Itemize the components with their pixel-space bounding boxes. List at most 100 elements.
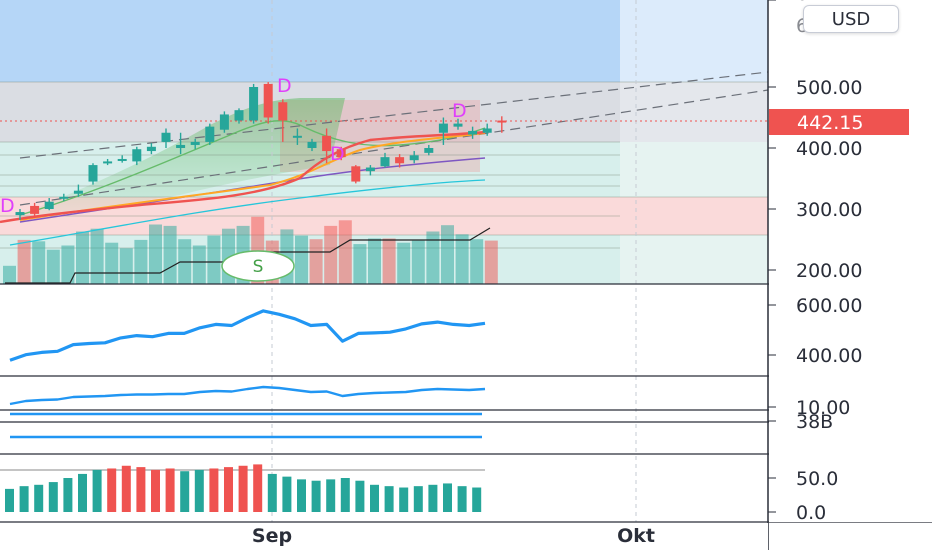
indicator-pane-2 — [9, 385, 486, 406]
histogram-bar — [326, 479, 336, 512]
candle — [103, 158, 113, 166]
volume-bar — [105, 242, 119, 284]
histogram-bar — [34, 484, 44, 512]
future-gray-zone — [620, 82, 768, 142]
histogram-bar — [282, 476, 292, 512]
x-tick-sep: Sep — [252, 525, 292, 547]
currency-button[interactable]: USD — [803, 5, 899, 33]
dividend-marker: D — [330, 143, 345, 165]
candle — [395, 154, 405, 168]
x-tick-okt: Okt — [617, 525, 655, 547]
candle — [146, 143, 156, 155]
candle — [278, 99, 288, 142]
volume-bar — [3, 265, 16, 284]
histogram-bar — [151, 469, 160, 512]
histogram-bar — [136, 467, 146, 512]
candle — [468, 126, 478, 139]
indicator-line — [9, 385, 486, 406]
y-tick-label: 10.00 — [796, 397, 850, 419]
histogram-bar — [165, 468, 175, 512]
indicator-pane-1 — [9, 309, 486, 362]
y-ticks: 500.00 400.00 300.00 200.00 600.00 400.00 10.0… — [768, 0, 862, 524]
histogram-bar — [48, 482, 58, 512]
histogram-bar — [92, 469, 102, 512]
candle — [453, 118, 463, 130]
histogram-bar — [428, 484, 438, 512]
candle — [380, 152, 390, 168]
volume-bar — [382, 238, 396, 284]
candle — [497, 116, 507, 133]
candle — [424, 144, 434, 156]
histogram-bar — [121, 465, 131, 512]
histogram-bar — [340, 478, 350, 512]
histogram-bar — [457, 486, 467, 512]
last-price-badge — [769, 109, 909, 135]
candlesticks — [15, 82, 507, 220]
volume-bar — [192, 245, 206, 284]
histogram-bar — [63, 478, 73, 512]
candle — [263, 82, 273, 124]
histogram-bar — [224, 467, 233, 512]
y-tick-label: 400.00 — [796, 345, 862, 367]
histogram-bar — [238, 465, 248, 512]
candle — [438, 117, 448, 145]
price-axis[interactable] — [769, 0, 932, 522]
candle — [117, 155, 127, 163]
volume-bar — [426, 231, 440, 284]
y-tick-label: 600.00 — [796, 295, 862, 317]
volume-bar — [397, 242, 411, 284]
split-marker-label: S — [253, 257, 264, 277]
candle — [322, 128, 332, 164]
candle — [73, 184, 83, 197]
y-tick-label: 0.0 — [796, 502, 826, 524]
volume-bar — [470, 239, 484, 284]
histogram-bar — [443, 483, 452, 512]
time-axis[interactable] — [0, 523, 768, 550]
volume-bar — [32, 241, 46, 284]
indicator-line — [9, 309, 486, 362]
dividend-marker: D — [452, 100, 467, 122]
candle — [59, 193, 69, 202]
candle — [351, 165, 361, 184]
y-tick-label: 500.00 — [796, 77, 862, 99]
volume-bar — [46, 249, 60, 284]
candle — [307, 138, 317, 152]
ichimoku-cloud — [20, 98, 345, 220]
volume-bar — [149, 224, 162, 284]
y-tick-label: 300.00 — [796, 199, 862, 221]
indicator-pane-4 — [0, 464, 485, 512]
dividend-marker: D — [277, 75, 292, 97]
histogram-bar — [472, 487, 482, 512]
volume-bar — [61, 245, 75, 284]
dividend-marker: D — [0, 195, 15, 217]
volume-bar — [338, 220, 352, 284]
volume-bar — [441, 225, 454, 284]
volume-bar — [119, 248, 133, 284]
split-marker[interactable]: S — [221, 250, 295, 282]
volume-bar — [411, 240, 425, 284]
volume-bar — [17, 239, 31, 284]
candle — [205, 123, 215, 145]
histogram-bar — [194, 469, 204, 512]
ma-red — [0, 130, 486, 224]
volume-bar — [76, 231, 89, 284]
candle — [409, 151, 419, 164]
histogram-bar — [5, 488, 14, 512]
histogram-bar — [370, 484, 379, 512]
volume-bar — [368, 238, 381, 284]
histogram-bar — [107, 468, 117, 512]
volume-bar — [90, 228, 104, 284]
candle — [161, 128, 171, 148]
histogram-bar — [267, 473, 277, 512]
candle — [132, 146, 142, 166]
volume-bar — [309, 239, 323, 284]
histogram-bar — [180, 471, 190, 512]
volume-bar — [207, 235, 221, 284]
candle — [249, 83, 259, 124]
histogram-bar — [399, 487, 409, 512]
histogram-bar — [19, 486, 29, 512]
trend-channel — [19, 71, 769, 206]
candle — [15, 209, 25, 220]
candle — [234, 108, 244, 124]
